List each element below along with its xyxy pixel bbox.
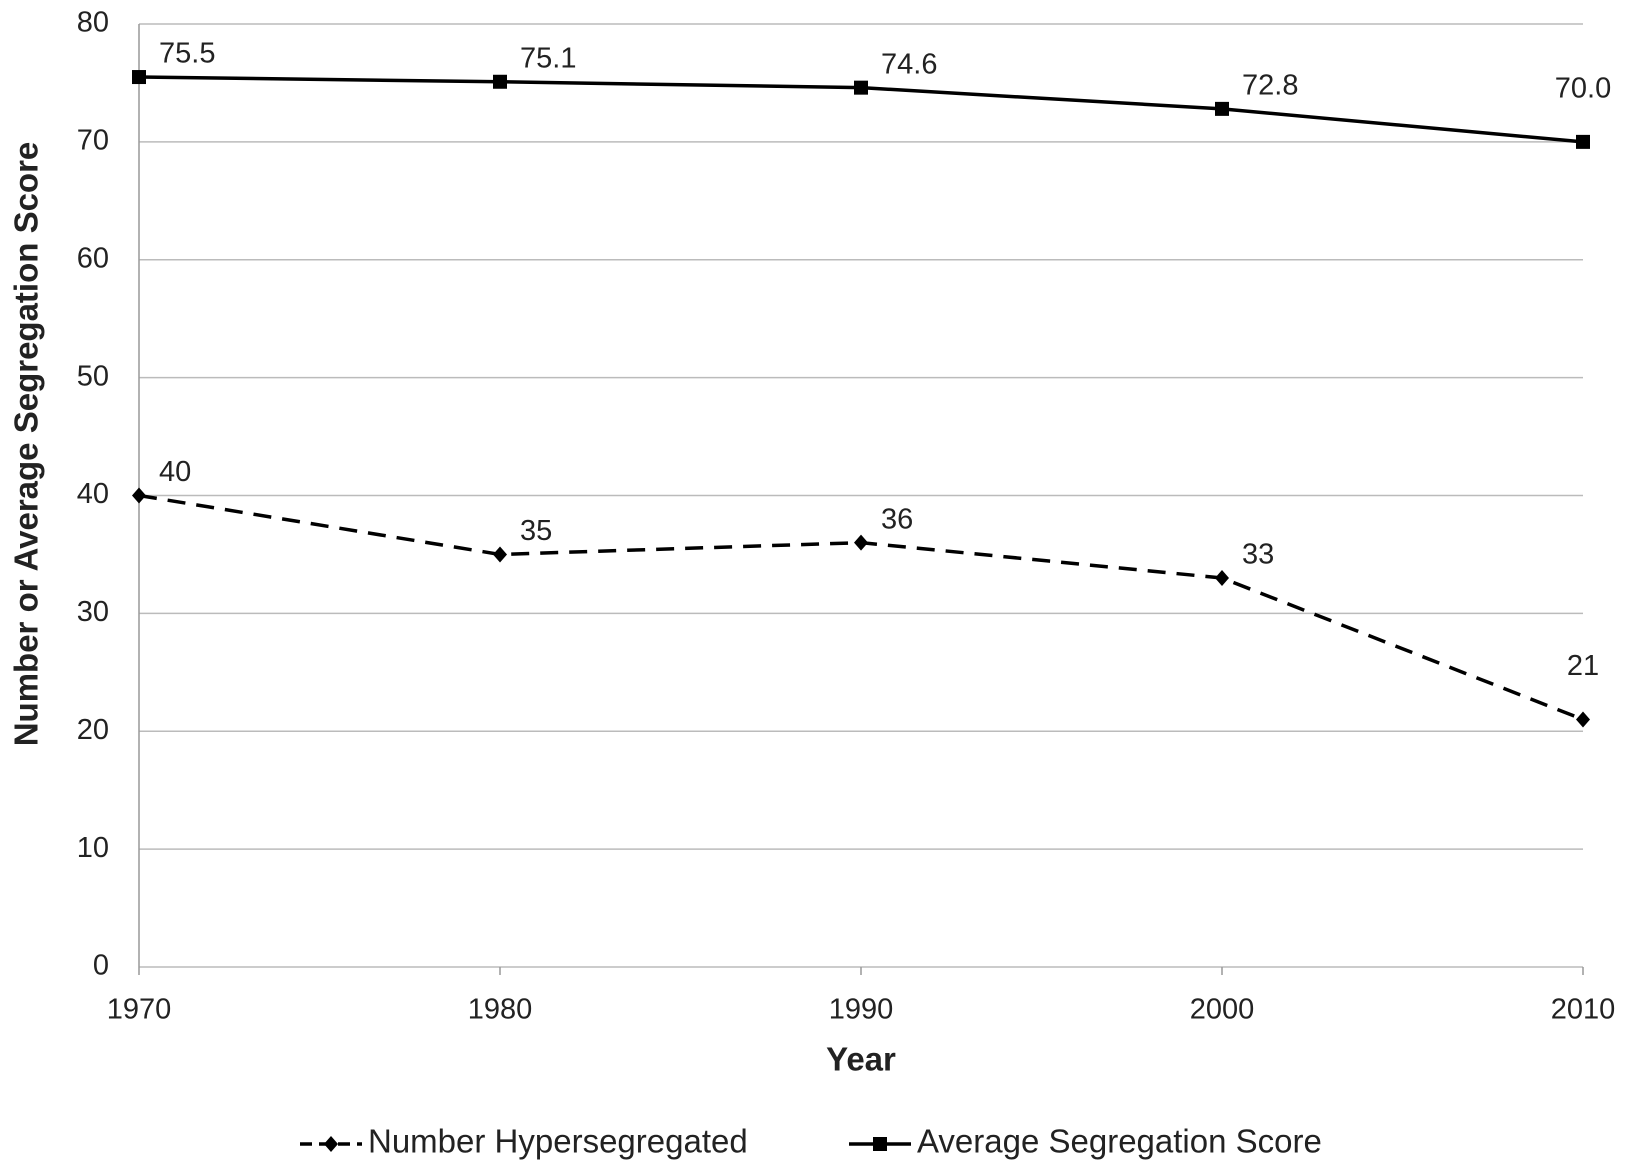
y-tick-label: 40: [77, 478, 109, 510]
marker: [132, 487, 146, 504]
marker: [132, 70, 146, 85]
data-label: 74.6: [881, 48, 937, 80]
x-tick-label: 2000: [1190, 994, 1255, 1026]
data-label: 35: [520, 515, 552, 547]
series-line: [138, 493, 1584, 722]
legend-label: Average Segregation Score: [917, 1123, 1322, 1160]
legend-label: Number Hypersegregated: [368, 1123, 748, 1160]
data-label: 36: [881, 503, 913, 535]
marker: [1576, 134, 1590, 149]
y-tick-label: 20: [77, 714, 109, 746]
x-tick-label: 1980: [468, 994, 533, 1026]
marker: [854, 80, 868, 95]
data-label: 75.5: [159, 38, 215, 70]
marker: [1215, 570, 1229, 587]
y-tick-label: 30: [77, 596, 109, 628]
marker: [854, 534, 868, 551]
marker: [493, 74, 507, 89]
marker: [1576, 711, 1590, 728]
x-tick-label: 2010: [1551, 994, 1616, 1026]
x-axis-title: Year: [826, 1041, 896, 1078]
y-tick-label: 10: [77, 832, 109, 864]
data-label: 72.8: [1242, 70, 1298, 102]
data-label: 21: [1567, 650, 1599, 682]
data-label: 33: [1242, 539, 1274, 571]
data-label: 70.0: [1555, 73, 1611, 105]
y-tick-label: 50: [77, 360, 109, 392]
y-tick-label: 80: [77, 7, 109, 39]
data-label: 40: [159, 456, 191, 488]
marker: [493, 546, 507, 563]
y-axis-title: Number or Average Segregation Score: [8, 142, 45, 747]
legend-marker: [324, 1136, 338, 1152]
x-tick-label: 1970: [107, 994, 172, 1026]
data-label: 75.1: [520, 42, 576, 74]
y-tick-label: 70: [77, 125, 109, 157]
y-tick-label: 0: [93, 950, 109, 982]
y-tick-label: 60: [77, 242, 109, 274]
x-tick-label: 1990: [829, 994, 894, 1026]
legend-marker: [873, 1137, 887, 1151]
marker: [1215, 101, 1229, 116]
